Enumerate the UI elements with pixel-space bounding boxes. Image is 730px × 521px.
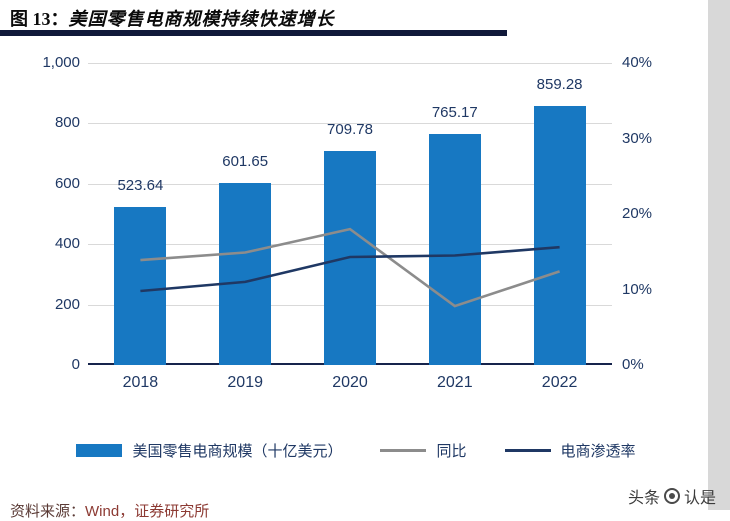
source-body: Wind，证券研究所 [85,503,210,520]
yoy-line [140,227,561,308]
legend-label-penetration: 电商渗透率 [560,443,636,460]
source-note: 资料来源：Wind，证券研究所 [10,500,209,521]
legend-item-bar: 美国零售电商规模（十亿美元） [76,440,342,461]
right-axis-tick: 10% [622,280,653,298]
figure-title-text: 美国零售电商规模持续快速增长 [68,9,335,29]
x-axis-tick-2021: 2021 [437,374,473,391]
x-axis: 2018 2019 2020 2021 2022 [88,374,612,398]
x-axis-tick-2022: 2022 [541,374,578,391]
right-axis-tick: 40% [622,54,653,71]
legend-item-yoy: 同比 [380,440,467,461]
line-series-layer [140,227,561,308]
right-axis-tick: 0% [622,356,644,373]
gridline [88,123,612,124]
watermark-suffix: 认是 [683,490,716,507]
left-axis-tick: 800 [54,114,80,132]
bar-value-label-2020: 709.78 [327,120,373,138]
bar-2018 [114,206,167,365]
bar-2022 [533,105,586,365]
legend-gray-line-icon [380,449,427,452]
bar-2021 [428,133,481,365]
legend-item-penetration: 电商渗透率 [504,440,636,461]
legend-label-bar: 美国零售电商规模（十亿美元） [132,443,343,460]
legend-label-yoy: 同比 [436,443,467,460]
bar-value-label-2019: 601.65 [222,153,269,171]
left-axis-tick: 600 [54,174,80,192]
source-prefix: 资料来源： [10,503,86,520]
x-axis-tick-2020: 2020 [332,374,368,391]
plot-area: 523.64 601.65 709.78 765.17 859.28 [88,63,612,365]
watermark: 头条 认是 [628,484,716,508]
right-axis-tick: 30% [622,129,653,147]
bar-2019 [219,183,272,365]
title-divider [0,30,507,36]
watermark-logo-icon [663,488,680,504]
penetration-line [140,245,560,293]
bar-value-label-2018: 523.64 [117,176,164,194]
left-axis-tick: 200 [54,295,80,313]
figure-number: 图 13： [10,9,69,29]
left-axis-tick: 0 [71,356,80,373]
legend-navy-line-icon [504,449,551,452]
left-axis-tick: 1,000 [42,54,80,71]
page-edge [708,0,730,510]
right-y-axis: 40% 30% 20% 10% 0% [622,54,682,373]
right-axis-tick: 20% [622,205,653,222]
bar-value-label-2022: 859.28 [536,75,583,93]
left-axis-tick: 400 [54,235,80,253]
legend-bar-swatch-icon [76,444,123,457]
x-axis-tick-2018: 2018 [122,374,159,391]
gridline [88,63,612,64]
bar-value-label-2021: 765.17 [431,103,478,121]
watermark-prefix: 头条 [627,490,660,507]
left-y-axis: 1,000 800 600 400 200 0 [18,54,80,373]
x-axis-tick-2019: 2019 [227,374,263,391]
chart-legend: 美国零售电商规模（十亿美元） 同比 电商渗透率 [0,440,712,461]
figure-title: 图 13：美国零售电商规模持续快速增长 [10,5,335,31]
